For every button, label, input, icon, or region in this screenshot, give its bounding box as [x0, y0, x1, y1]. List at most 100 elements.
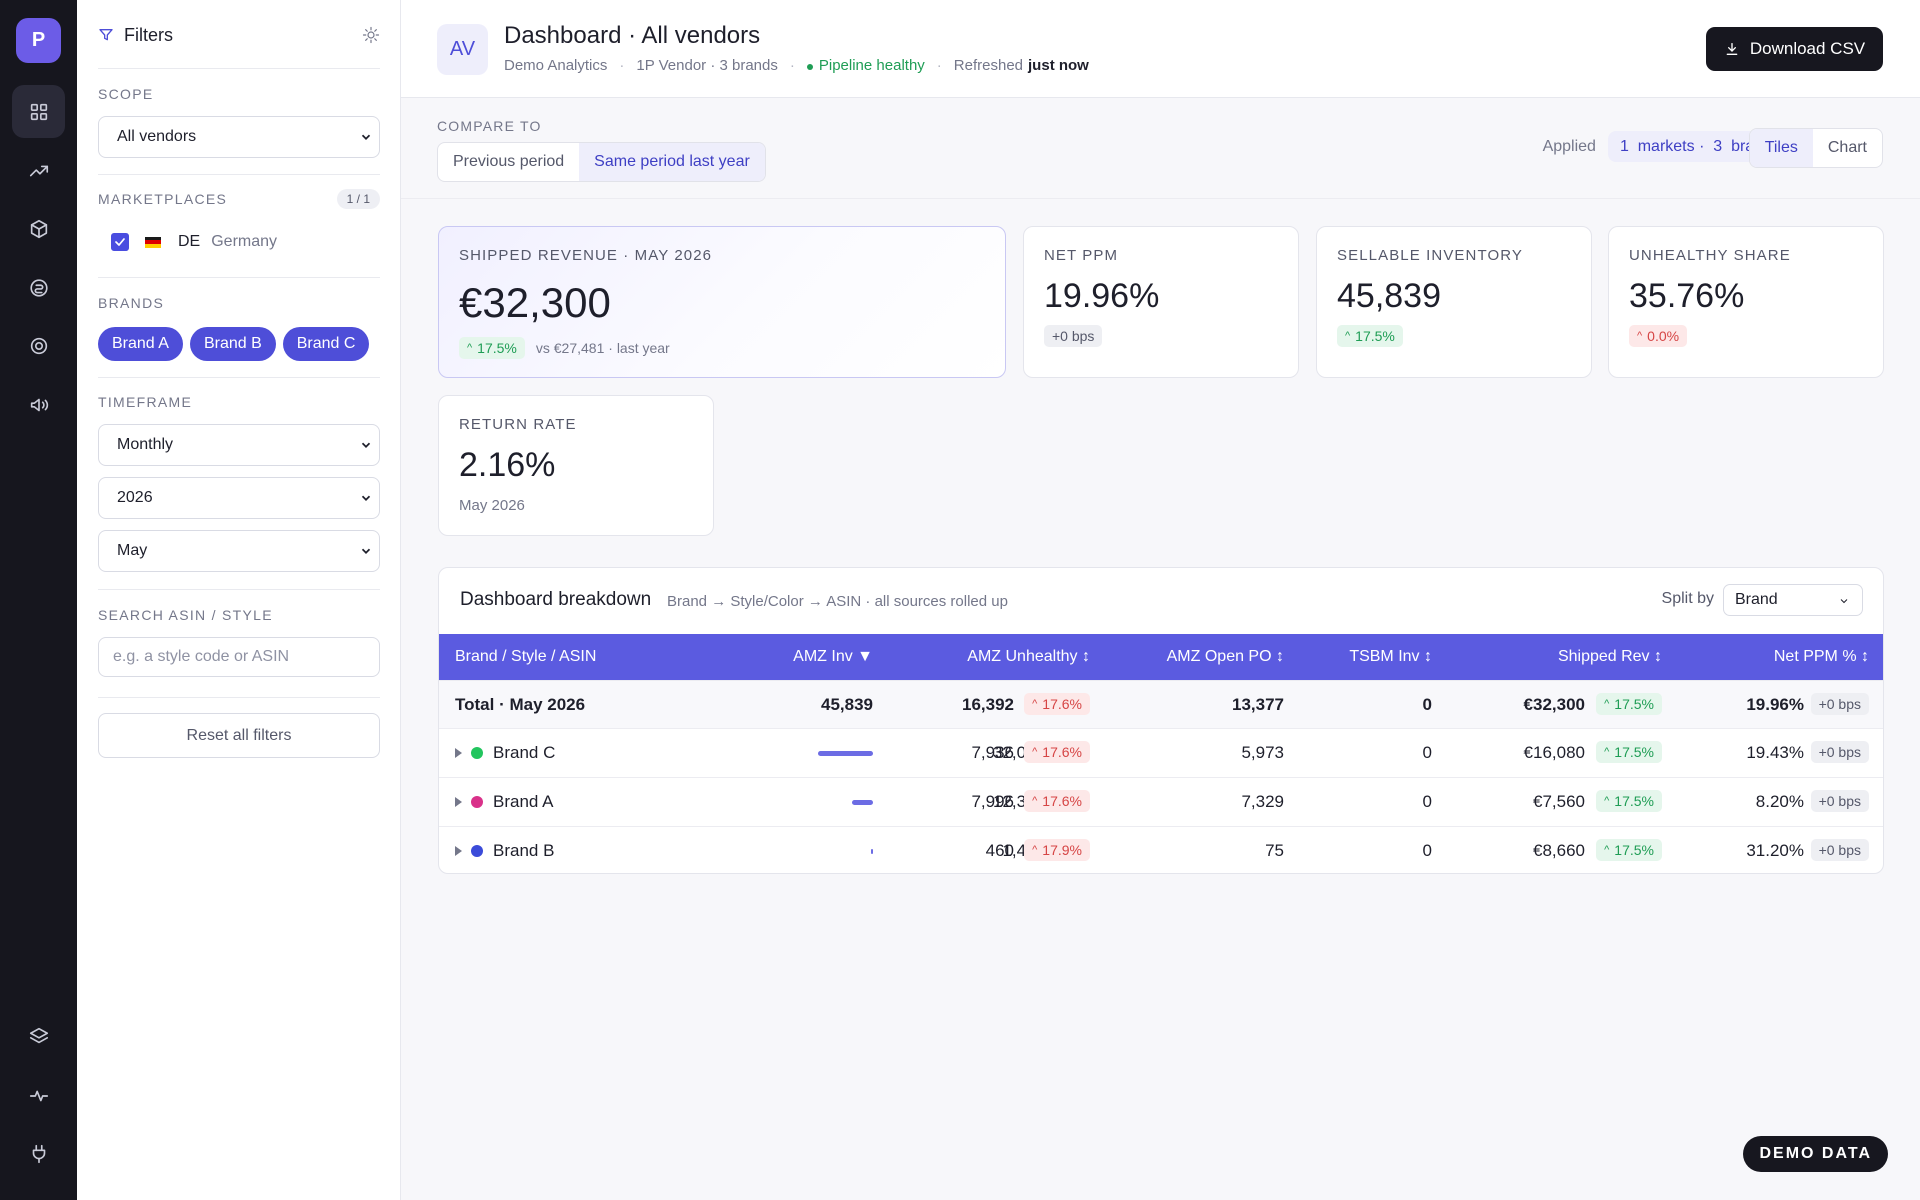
row-name: Brand B — [493, 841, 555, 860]
cell-amz-unhealthy: 7,996 — [971, 792, 1014, 811]
cell-amz-unhealthy: 460 — [985, 841, 1014, 860]
month-select[interactable]: May — [98, 530, 380, 572]
status-dot-icon — [806, 64, 813, 70]
cell-shipped-rev: €16,080 — [1523, 743, 1585, 762]
delta-badge: ^ 17.6% — [1024, 693, 1090, 715]
caret-up-icon: ^ — [1032, 795, 1038, 807]
divider — [98, 277, 380, 278]
trend-up-icon — [29, 165, 48, 176]
compare-label: COMPARE TO — [437, 118, 542, 134]
marketplaces-count-badge: 1 / 1 — [336, 189, 380, 209]
divider — [98, 174, 380, 175]
delta-badge: ^ 17.5% — [1596, 741, 1662, 763]
cell-tsbm-inv: 0 — [1422, 695, 1432, 714]
tile-value: 35.76% — [1629, 277, 1745, 315]
scope-label: SCOPE — [98, 86, 154, 102]
tile-footer: ^ 17.5% vs €27,481 · last year — [459, 337, 670, 359]
nav-finance-button[interactable] — [12, 261, 65, 314]
row-name: Brand C — [493, 743, 556, 762]
split-by-select[interactable]: Brand — [1723, 584, 1863, 616]
kpi-tile-unhealthy-share[interactable]: UNHEALTHY SHARE 35.76% ^ 0.0% — [1608, 226, 1884, 378]
kpi-tile-net-ppm[interactable]: NET PPM 19.96% +0 bps — [1023, 226, 1299, 378]
col-header-net-ppm[interactable]: Net PPM % ↕ — [1773, 648, 1869, 665]
caret-up-icon: ^ — [1604, 698, 1610, 710]
tile-label: SHIPPED REVENUE · MAY 2026 — [459, 247, 713, 264]
marketplace-item-de[interactable]: DE Germany — [111, 230, 277, 254]
nav-dashboard-button[interactable] — [12, 85, 65, 138]
breakdown-card: Dashboard breakdown Brand → Style/Color … — [438, 567, 1884, 874]
year-select[interactable]: 2026 — [98, 477, 380, 519]
cell-amz-unhealthy: 7,936 — [971, 743, 1014, 762]
delta-badge: +0 bps — [1810, 741, 1869, 763]
col-header-tsbm-inv[interactable]: TSBM Inv ↕ — [1349, 648, 1432, 665]
delta-value: 17.5% — [1614, 696, 1654, 712]
chevron-down-icon — [361, 442, 371, 448]
granularity-select[interactable]: Monthly — [98, 424, 380, 466]
brand-color-dot — [471, 845, 483, 857]
delta-value: 17.5% — [1614, 744, 1654, 760]
divider — [98, 377, 380, 378]
tile-label: SELLABLE INVENTORY — [1337, 247, 1523, 264]
caret-up-icon: ^ — [1637, 330, 1643, 342]
coin-icon — [29, 278, 48, 297]
delta-badge: +0 bps — [1810, 790, 1869, 812]
download-csv-button[interactable]: Download CSV — [1706, 27, 1883, 71]
expand-caret-icon[interactable] — [455, 797, 462, 807]
marketplace-code: DE — [178, 233, 201, 250]
divider — [98, 68, 380, 69]
pipeline-status: Pipeline healthy — [806, 57, 925, 74]
nav-activity-button[interactable] — [12, 1069, 65, 1122]
nav-inventory-button[interactable] — [12, 202, 65, 255]
germany-flag-icon — [145, 236, 161, 248]
expand-caret-icon[interactable] — [455, 748, 462, 758]
delta-badge: ^ 17.5% — [1596, 839, 1662, 861]
col-header-amz-inv[interactable]: AMZ Inv ▼ — [793, 648, 873, 665]
nav-trends-button[interactable] — [12, 144, 65, 197]
meta-separator: · — [789, 57, 795, 74]
col-header-amz-open-po[interactable]: AMZ Open PO ↕ — [1166, 648, 1284, 665]
brand-chip[interactable]: Brand A — [98, 327, 183, 361]
caret-up-icon: ^ — [1604, 795, 1610, 807]
demo-data-badge: DEMO DATA — [1743, 1136, 1888, 1172]
pipeline-status-text: Pipeline healthy — [818, 57, 925, 74]
col-header-shipped-rev[interactable]: Shipped Rev ↕ — [1557, 648, 1662, 665]
filters-title: Filters — [124, 24, 173, 45]
brands-label: BRANDS — [98, 295, 165, 311]
table-row[interactable]: Brand A 12,374 7,996 ^ 17.6% 7,329 0 €7,5… — [439, 777, 1883, 825]
cell-amz-open-po: 7,329 — [1241, 792, 1284, 811]
view-chart[interactable]: Chart — [1827, 139, 1867, 156]
inventory-share-bar — [871, 849, 873, 854]
expand-caret-icon[interactable] — [455, 846, 462, 856]
delta-value: 17.5% — [1614, 842, 1654, 858]
nav-integrations-button[interactable] — [12, 1127, 65, 1180]
view-tiles[interactable]: Tiles — [1749, 129, 1813, 167]
compare-previous-period[interactable]: Previous period — [453, 153, 565, 170]
nav-advertising-button[interactable] — [12, 378, 65, 431]
nav-targeting-button[interactable] — [12, 319, 65, 372]
kpi-tile-sellable-inventory[interactable]: SELLABLE INVENTORY 45,839 ^ 17.5% — [1316, 226, 1592, 378]
table-row[interactable]: Brand B 1,403 460 ^17.9% 75 0 €8,660 ^17… — [439, 826, 1883, 873]
brand-chip[interactable]: Brand C — [282, 327, 370, 361]
delta-badge: +0 bps — [1044, 325, 1103, 347]
cell-amz-open-po: 75 — [1265, 841, 1284, 860]
col-header-amz-unhealthy[interactable]: AMZ Unhealthy ↕ — [967, 648, 1090, 665]
table-row[interactable]: Brand C 32,062 7,936 ^ 17.6% 5,973 0 €16,… — [439, 728, 1883, 776]
scope-select[interactable]: All vendors — [98, 116, 380, 158]
nav-layers-button[interactable] — [12, 1009, 65, 1062]
col-header-name[interactable]: Brand / Style / ASIN — [455, 648, 597, 665]
sun-icon[interactable] — [362, 26, 380, 44]
breakdown-title: Dashboard breakdown — [460, 589, 652, 610]
search-input[interactable] — [98, 637, 380, 677]
caret-up-icon: ^ — [467, 342, 473, 354]
meta-separator: · — [936, 57, 942, 74]
brand-chip[interactable]: Brand B — [189, 327, 276, 361]
app-logo[interactable]: P — [16, 18, 61, 63]
delta-badge: ^ 17.5% — [459, 337, 525, 359]
marketplace-checkbox[interactable] — [111, 233, 129, 251]
delta-badge: ^ 17.6% — [1024, 741, 1090, 763]
compare-same-period-last-year[interactable]: Same period last year — [579, 143, 765, 181]
kpi-tile-shipped-revenue[interactable]: SHIPPED REVENUE · MAY 2026 €32,300 ^ 17.5… — [438, 226, 1006, 378]
funnel-icon — [99, 29, 113, 41]
reset-filters-button[interactable]: Reset all filters — [98, 713, 380, 758]
kpi-tile-return-rate[interactable]: RETURN RATE 2.16% May 2026 — [438, 395, 714, 536]
